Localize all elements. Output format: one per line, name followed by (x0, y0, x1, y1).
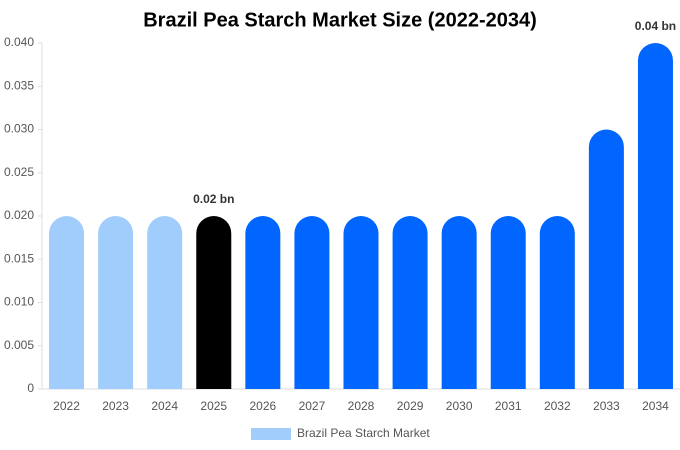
bar (441, 216, 477, 389)
y-tick-label: 0.020 (4, 208, 34, 222)
x-tick-label: 2030 (446, 399, 473, 413)
bar (392, 216, 428, 389)
bar (343, 216, 379, 389)
y-tick-label: 0.015 (4, 251, 34, 265)
y-tick-label: 0.035 (4, 78, 34, 92)
y-tick-label: 0.005 (4, 338, 34, 352)
x-tick-label: 2027 (299, 399, 326, 413)
bar (98, 216, 134, 389)
y-tick-label: 0.025 (4, 165, 34, 179)
bar (490, 216, 526, 389)
bar (196, 216, 232, 389)
x-tick-label: 2034 (642, 399, 669, 413)
bar (245, 216, 281, 389)
x-tick-label: 2022 (53, 399, 80, 413)
legend-label: Brazil Pea Starch Market (297, 426, 430, 440)
legend-swatch (251, 428, 291, 440)
x-tick-label: 2029 (397, 399, 424, 413)
bar (588, 129, 624, 389)
bar (637, 43, 673, 389)
x-tick-label: 2025 (200, 399, 227, 413)
bar (294, 216, 330, 389)
y-tick-label: 0.040 (4, 35, 34, 49)
y-tick-label: 0.030 (4, 122, 34, 136)
x-tick-label: 2028 (348, 399, 375, 413)
x-tick-label: 2031 (495, 399, 522, 413)
bar (147, 216, 183, 389)
y-tick-label: 0.010 (4, 295, 34, 309)
x-tick-label: 2032 (544, 399, 571, 413)
chart-title: Brazil Pea Starch Market Size (2022-2034… (143, 9, 537, 31)
x-tick-label: 2023 (102, 399, 129, 413)
x-tick-label: 2024 (151, 399, 178, 413)
value-label: 0.02 bn (193, 192, 234, 206)
x-tick-label: 2033 (593, 399, 620, 413)
bar (539, 216, 575, 389)
value-label: 0.04 bn (635, 19, 676, 33)
y-tick-label: 0 (27, 381, 34, 395)
x-tick-label: 2026 (249, 399, 276, 413)
bar (49, 216, 85, 389)
